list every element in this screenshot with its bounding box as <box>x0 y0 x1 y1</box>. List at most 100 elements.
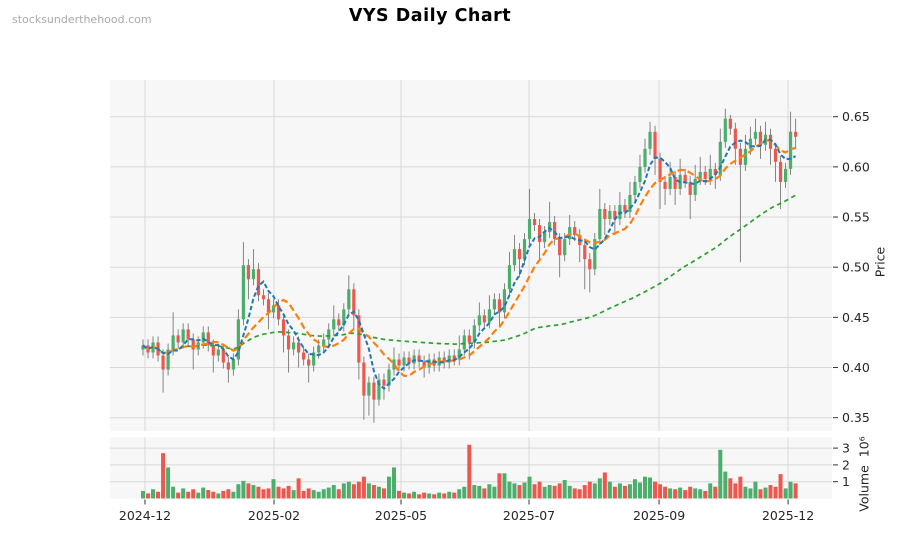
candle-body <box>628 194 632 213</box>
price-tick-label: 0.55 <box>842 210 870 225</box>
watermark: stocksunderthehood.com <box>12 13 152 26</box>
volume-bar <box>723 471 728 499</box>
candle-body <box>683 174 687 182</box>
candle-body <box>191 339 195 350</box>
volume-bar <box>637 482 642 499</box>
candle-body <box>573 227 577 236</box>
candle-body <box>176 335 180 343</box>
volume-bar <box>311 490 316 499</box>
candle-body <box>251 269 256 280</box>
volume-bar <box>668 488 673 499</box>
candle-body <box>402 357 406 366</box>
volume-bar <box>612 486 617 499</box>
volume-bar <box>226 489 231 499</box>
candle-body <box>593 239 597 270</box>
volume-bar <box>191 489 196 499</box>
panel-backgrounds <box>110 80 832 499</box>
candle-body <box>186 329 190 340</box>
candle-body <box>512 249 517 266</box>
volume-bar <box>206 490 211 499</box>
candle-body <box>332 319 336 330</box>
candle-body <box>638 166 642 182</box>
volume-bar <box>166 467 171 499</box>
volume-bar <box>778 474 783 499</box>
volume-bar <box>688 486 693 499</box>
volume-bar <box>397 490 402 499</box>
volume-bar <box>602 472 607 499</box>
volume-bar <box>632 479 637 499</box>
volume-bar <box>176 492 181 499</box>
candle-body <box>537 225 542 243</box>
candle-body <box>783 168 788 182</box>
volume-bar <box>371 485 376 499</box>
volume-bar <box>442 493 447 499</box>
candle-body <box>698 171 702 179</box>
candle-body <box>487 309 491 323</box>
candle-body <box>317 345 321 353</box>
candle-body <box>673 176 677 189</box>
price-axis-label-text: Price <box>872 246 888 278</box>
volume-bar <box>316 491 321 499</box>
candle-body <box>507 265 512 290</box>
volume-bar <box>417 494 422 499</box>
volume-bar <box>763 487 768 499</box>
volume-bar <box>557 483 562 499</box>
volume-bar <box>156 491 161 499</box>
volume-bar <box>703 490 708 499</box>
volume-bar <box>622 485 627 499</box>
volume-bar <box>412 491 417 499</box>
volume-bar <box>351 484 356 499</box>
volume-bar <box>627 484 632 499</box>
volume-bar <box>577 489 582 499</box>
volume-bar <box>146 493 151 499</box>
volume-bar <box>336 489 341 499</box>
candle-body <box>603 209 607 220</box>
candle-body <box>226 362 230 370</box>
volume-bar <box>648 477 653 499</box>
candle-body <box>688 181 692 195</box>
volume-bar <box>402 492 407 499</box>
candle-body <box>337 319 341 326</box>
candle-body <box>201 332 205 343</box>
volume-bar <box>246 483 251 499</box>
volume-axis-label: Volume 10⁶ <box>857 436 872 511</box>
volume-bar <box>653 481 658 499</box>
volume-bar <box>718 449 723 499</box>
volume-bar <box>381 488 386 499</box>
price-tick-label: 0.60 <box>842 159 870 174</box>
volume-tick-label: 2 <box>842 457 850 472</box>
volume-bar <box>542 486 547 499</box>
volume-bar <box>683 490 688 499</box>
candle-body <box>241 265 245 320</box>
candle-body <box>256 269 261 296</box>
volume-bar <box>296 478 301 499</box>
candle-body <box>276 305 281 320</box>
candle-body <box>382 379 386 386</box>
volume-bar <box>281 488 286 499</box>
candle-body <box>477 315 481 326</box>
price-tick-label: 0.50 <box>842 260 870 275</box>
candle-body <box>653 131 657 159</box>
candle-body <box>753 131 758 139</box>
volume-bar <box>447 491 452 499</box>
moving-averages <box>142 138 797 390</box>
volume-bar <box>597 478 602 499</box>
volume-bar <box>196 492 201 499</box>
volume-axis-label-text: Volume <box>856 465 872 512</box>
volume-bar <box>527 476 532 499</box>
volume-bar <box>457 489 462 499</box>
candle-body <box>281 319 286 336</box>
volume-bar <box>733 483 738 499</box>
candle-body <box>623 204 627 213</box>
volume-bar <box>271 479 276 499</box>
candle-body <box>773 148 778 162</box>
candle-body <box>758 131 763 145</box>
volume-bar <box>552 485 557 499</box>
candle-body <box>362 362 366 396</box>
volume-bar <box>663 486 668 499</box>
volume-bar <box>392 467 396 499</box>
volume-bar <box>673 489 678 499</box>
candle-body <box>236 319 240 360</box>
volume-bar <box>547 485 552 499</box>
candle-body <box>658 158 662 182</box>
